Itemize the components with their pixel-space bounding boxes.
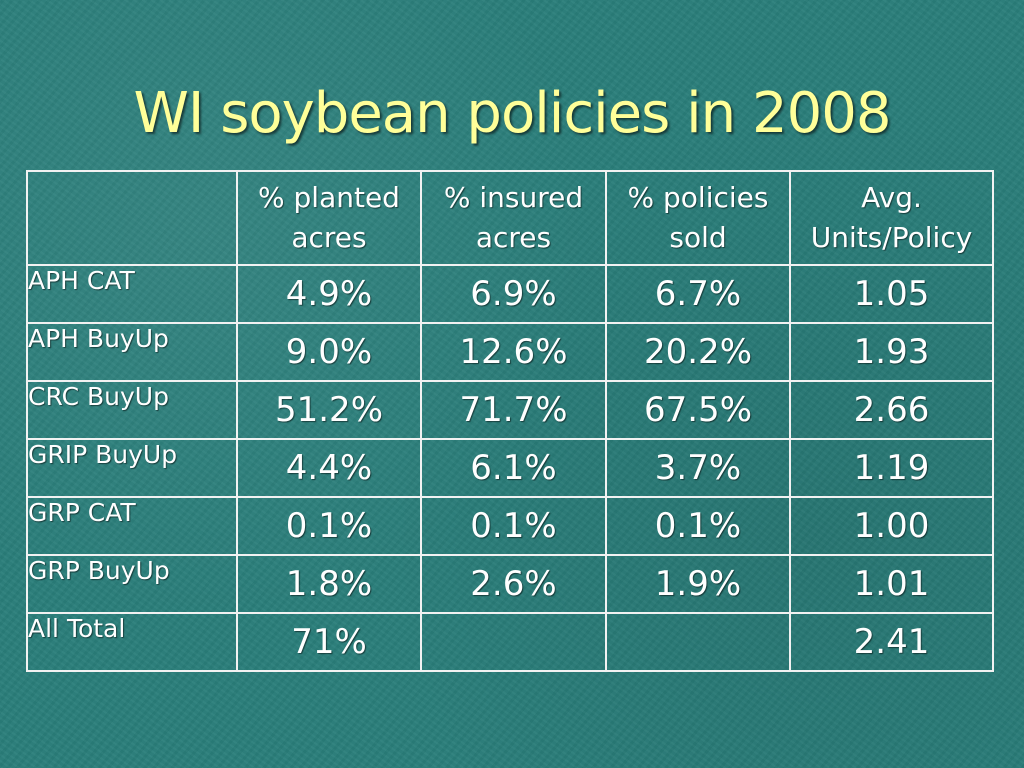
header-row: % planted acres % insured acres % polici…: [26, 170, 994, 266]
header-planted-acres: % planted acres: [236, 170, 422, 266]
cell-policies-sold: 0.1%: [605, 496, 791, 556]
cell-planted-acres: 4.4%: [236, 438, 422, 498]
cell-insured-acres: 71.7%: [420, 380, 607, 440]
cell-avg-units: 2.66: [789, 380, 994, 440]
cell-avg-units: 1.19: [789, 438, 994, 498]
cell-avg-units: 2.41: [789, 612, 994, 672]
cell-insured-acres: 12.6%: [420, 322, 607, 382]
table-row: GRP CAT 0.1% 0.1% 0.1% 1.00: [26, 496, 994, 556]
cell-avg-units: 1.93: [789, 322, 994, 382]
table-row: GRIP BuyUp 4.4% 6.1% 3.7% 1.19: [26, 438, 994, 498]
header-empty-cell: [26, 170, 238, 266]
cell-planted-acres: 71%: [236, 612, 422, 672]
cell-planted-acres: 4.9%: [236, 264, 422, 324]
row-label: APH CAT: [26, 264, 238, 324]
table-row: APH BuyUp 9.0% 12.6% 20.2% 1.93: [26, 322, 994, 382]
table-row-total: All Total 71% 2.41: [26, 612, 994, 672]
row-label: GRP CAT: [26, 496, 238, 556]
cell-avg-units: 1.00: [789, 496, 994, 556]
cell-policies-sold: 20.2%: [605, 322, 791, 382]
header-avg-units-policy: Avg. Units/Policy: [789, 170, 994, 266]
policies-table: % planted acres % insured acres % polici…: [26, 170, 994, 672]
cell-avg-units: 1.05: [789, 264, 994, 324]
cell-planted-acres: 9.0%: [236, 322, 422, 382]
cell-insured-acres: 0.1%: [420, 496, 607, 556]
row-label: GRIP BuyUp: [26, 438, 238, 498]
row-label: GRP BuyUp: [26, 554, 238, 614]
cell-policies-sold: 1.9%: [605, 554, 791, 614]
cell-policies-sold: 6.7%: [605, 264, 791, 324]
cell-insured-acres: 2.6%: [420, 554, 607, 614]
cell-planted-acres: 51.2%: [236, 380, 422, 440]
row-label: All Total: [26, 612, 238, 672]
header-insured-acres: % insured acres: [420, 170, 607, 266]
row-label: APH BuyUp: [26, 322, 238, 382]
header-policies-sold: % policies sold: [605, 170, 791, 266]
cell-avg-units: 1.01: [789, 554, 994, 614]
cell-planted-acres: 1.8%: [236, 554, 422, 614]
table-row: APH CAT 4.9% 6.9% 6.7% 1.05: [26, 264, 994, 324]
cell-insured-acres: [420, 612, 607, 672]
row-label: CRC BuyUp: [26, 380, 238, 440]
cell-insured-acres: 6.9%: [420, 264, 607, 324]
cell-policies-sold: 3.7%: [605, 438, 791, 498]
cell-policies-sold: 67.5%: [605, 380, 791, 440]
cell-insured-acres: 6.1%: [420, 438, 607, 498]
table-row: GRP BuyUp 1.8% 2.6% 1.9% 1.01: [26, 554, 994, 614]
cell-planted-acres: 0.1%: [236, 496, 422, 556]
table-row: CRC BuyUp 51.2% 71.7% 67.5% 2.66: [26, 380, 994, 440]
cell-policies-sold: [605, 612, 791, 672]
slide-title: WI soybean policies in 2008: [133, 81, 892, 146]
